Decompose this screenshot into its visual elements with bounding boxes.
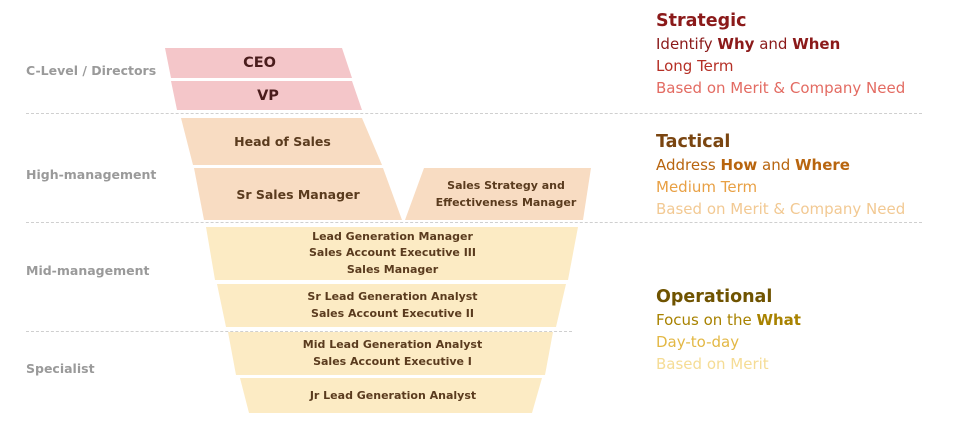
mid-top-shape [206,227,578,280]
spec-bottom-label: Jr Lead Generation Analyst [309,389,477,402]
tactical-how: How [720,156,758,174]
tactical-where: Where [795,156,850,174]
operational-line-2: Day-to-day [656,333,740,351]
mid-bottom-line-2: Sales Account Executive II [311,306,474,320]
ceo-box: CEO [172,48,347,78]
head-of-sales-box: Head of Sales [190,118,375,165]
head-of-sales-label: Head of Sales [234,134,331,149]
mid-bottom-shape [217,284,566,327]
mid-top-line-2: Sales Account Executive III [308,246,476,260]
tactical-line-1: Address How and Where [656,154,905,176]
tactical-line-1-pre: Address [656,156,721,174]
tactical-line-3: Based on Merit & Company Need [656,200,906,218]
sales-strategy-box: Sales Strategy and Effectiveness Manager [418,168,594,220]
vp-label: VP [257,87,279,104]
mid-top-line-3: Sales Manager [346,262,439,276]
level-label-mid-management: Mid-management [26,263,150,278]
tactical-section: Tactical Address How and Where Medium Te… [656,130,905,220]
ceo-label: CEO [243,55,276,71]
divider-strategic-tactical [26,113,922,114]
operational-heading: Operational [656,287,773,307]
strategic-line-1-mid: and [754,35,793,53]
sales-strategy-shape [405,168,591,220]
strategic-line-1-pre: Identify [656,35,718,53]
ceo-shape [165,48,352,78]
divider-mid-specialist [26,331,572,332]
spec-top-line-1: Mid Lead Generation Analyst [302,338,483,351]
level-label-high-management: High-management [26,167,157,182]
level-label-specialist: Specialist [26,361,95,376]
operational-what: What [756,311,801,329]
mid-bottom-line-1: Sr Lead Generation Analyst [307,290,478,303]
level-label-c-level: C-Level / Directors [26,63,157,78]
operational-line-1: Focus on the What [656,309,801,331]
strategic-line-3: Based on Merit & Company Need [656,79,906,97]
spec-bottom-shape [240,378,542,413]
strategic-heading: Strategic [656,11,747,31]
sr-sales-manager-shape [194,168,402,220]
tactical-line-2: Medium Term [656,178,758,196]
operational-section: Operational Focus on the What Day-to-day… [656,285,801,375]
divider-tactical-operational [26,222,922,223]
tactical-line-1-mid: and [757,156,795,174]
mid-top-line-1: Lead Generation Manager [312,229,473,243]
tactical-heading: Tactical [656,132,731,152]
strategic-why: Why [717,35,755,53]
operational-line-3: Based on Merit [656,355,769,373]
mid-bottom-box: Sr Lead Generation Analyst Sales Account… [220,284,565,327]
sr-sales-manager-box: Sr Sales Manager [202,168,394,220]
spec-top-line-2: Sales Account Executive I [313,354,472,368]
head-of-sales-shape [181,118,382,165]
vp-box: VP [178,81,358,110]
strategic-section: Strategic Identify Why and When Long Ter… [656,9,905,99]
operational-line-1-pre: Focus on the [656,311,757,329]
spec-top-box: Mid Lead Generation Analyst Sales Accoun… [232,332,553,375]
vp-shape [171,81,362,110]
spec-bottom-box: Jr Lead Generation Analyst [244,378,542,413]
spec-top-shape [228,332,553,375]
sales-strategy-line-1: Sales Strategy and [447,179,565,192]
strategic-line-2: Long Term [656,57,734,75]
strategic-line-1: Identify Why and When [656,33,905,55]
mid-top-box: Lead Generation Manager Sales Account Ex… [210,227,575,280]
strategic-when: When [792,35,841,53]
sales-strategy-line-2: Effectiveness Manager [435,196,577,209]
sr-sales-manager-label: Sr Sales Manager [236,186,360,202]
